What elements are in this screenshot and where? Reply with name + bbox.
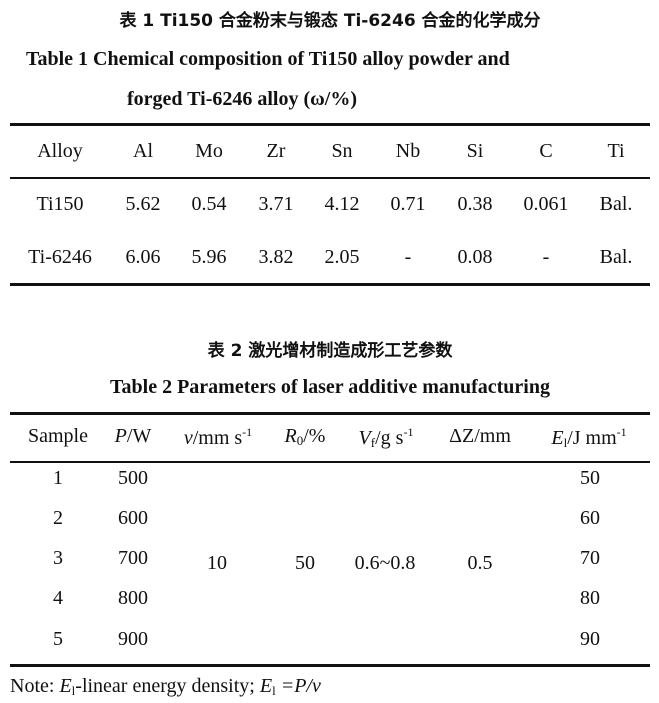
header-cell: Al (133, 140, 153, 162)
header-speed: v/mm s-1 (183, 425, 253, 449)
r0-value: 50 (295, 552, 315, 574)
table-cell: Bal. (599, 246, 633, 268)
table-cell: 0.54 (191, 193, 227, 215)
header-cell: Zr (266, 140, 286, 162)
header-dz: ΔZ/mm (449, 425, 511, 447)
header-cell: C (539, 140, 553, 162)
table-cell: 0.38 (457, 193, 493, 215)
speed-value: 10 (207, 552, 227, 574)
table2-top-rule (10, 412, 650, 415)
table-cell: - (404, 246, 412, 268)
table-cell: Bal. (599, 193, 633, 215)
table1-top-rule (10, 123, 650, 126)
table-cell: 2.05 (324, 246, 360, 268)
table1-title-en-line2: forged Ti-6246 alloy (ω/%) (127, 88, 357, 110)
table2-title-en: Table 2 Parameters of laser additive man… (110, 376, 550, 398)
sample-cell: 5 (53, 628, 63, 650)
table1-title-en-line1: Table 1 Chemical composition of Ti150 al… (26, 48, 510, 70)
table1-bottom-rule (10, 283, 650, 286)
table2-title-cn: 表 2 激光增材制造成形工艺参数 (207, 341, 453, 361)
table2-header-rule (10, 461, 650, 463)
vf-value: 0.6~0.8 (354, 552, 416, 574)
header-r0: R0/% (284, 425, 326, 448)
header-cell: Ti (607, 140, 625, 162)
header-energy: El/J mm-1 (551, 425, 627, 450)
energy-cell: 50 (580, 467, 600, 489)
table-note: Note: El-linear energy density; El =P/v (10, 675, 321, 698)
table1-title-cn: 表 1 Ti150 合金粉末与锻态 Ti-6246 合金的化学成分 (119, 11, 541, 31)
power-cell: 900 (118, 628, 148, 650)
dz-value: 0.5 (467, 552, 493, 574)
table-cell: 5.96 (191, 246, 227, 268)
energy-cell: 60 (580, 507, 600, 529)
header-power: P/W (114, 425, 152, 447)
energy-cell: 70 (580, 547, 600, 569)
header-cell: Alloy (37, 140, 83, 162)
table-cell: 0.71 (390, 193, 426, 215)
table-cell: 0.061 (523, 193, 569, 215)
table-cell: 4.12 (324, 193, 360, 215)
header-cell: Mo (195, 140, 223, 162)
power-cell: 700 (118, 547, 148, 569)
power-cell: 800 (118, 587, 148, 609)
power-cell: 600 (118, 507, 148, 529)
energy-cell: 90 (580, 628, 600, 650)
table2-bottom-rule (10, 664, 650, 667)
table-cell: Ti150 (36, 193, 84, 215)
table-cell: 0.08 (457, 246, 493, 268)
header-sample: Sample (28, 425, 88, 447)
table-cell: - (542, 246, 550, 268)
energy-cell: 80 (580, 587, 600, 609)
sample-cell: 1 (53, 467, 63, 489)
sample-cell: 4 (53, 587, 63, 609)
table-cell: 6.06 (125, 246, 161, 268)
header-cell: Si (466, 140, 484, 162)
table-cell: Ti-6246 (28, 246, 92, 268)
sample-cell: 3 (53, 547, 63, 569)
header-cell: Sn (331, 140, 353, 162)
table-cell: 3.82 (258, 246, 294, 268)
power-cell: 500 (118, 467, 148, 489)
table-cell: 5.62 (125, 193, 161, 215)
header-vf: Vf/g s-1 (358, 425, 414, 450)
header-cell: Nb (395, 140, 421, 162)
table1-header-rule (10, 177, 650, 179)
sample-cell: 2 (53, 507, 63, 529)
table-cell: 3.71 (258, 193, 294, 215)
